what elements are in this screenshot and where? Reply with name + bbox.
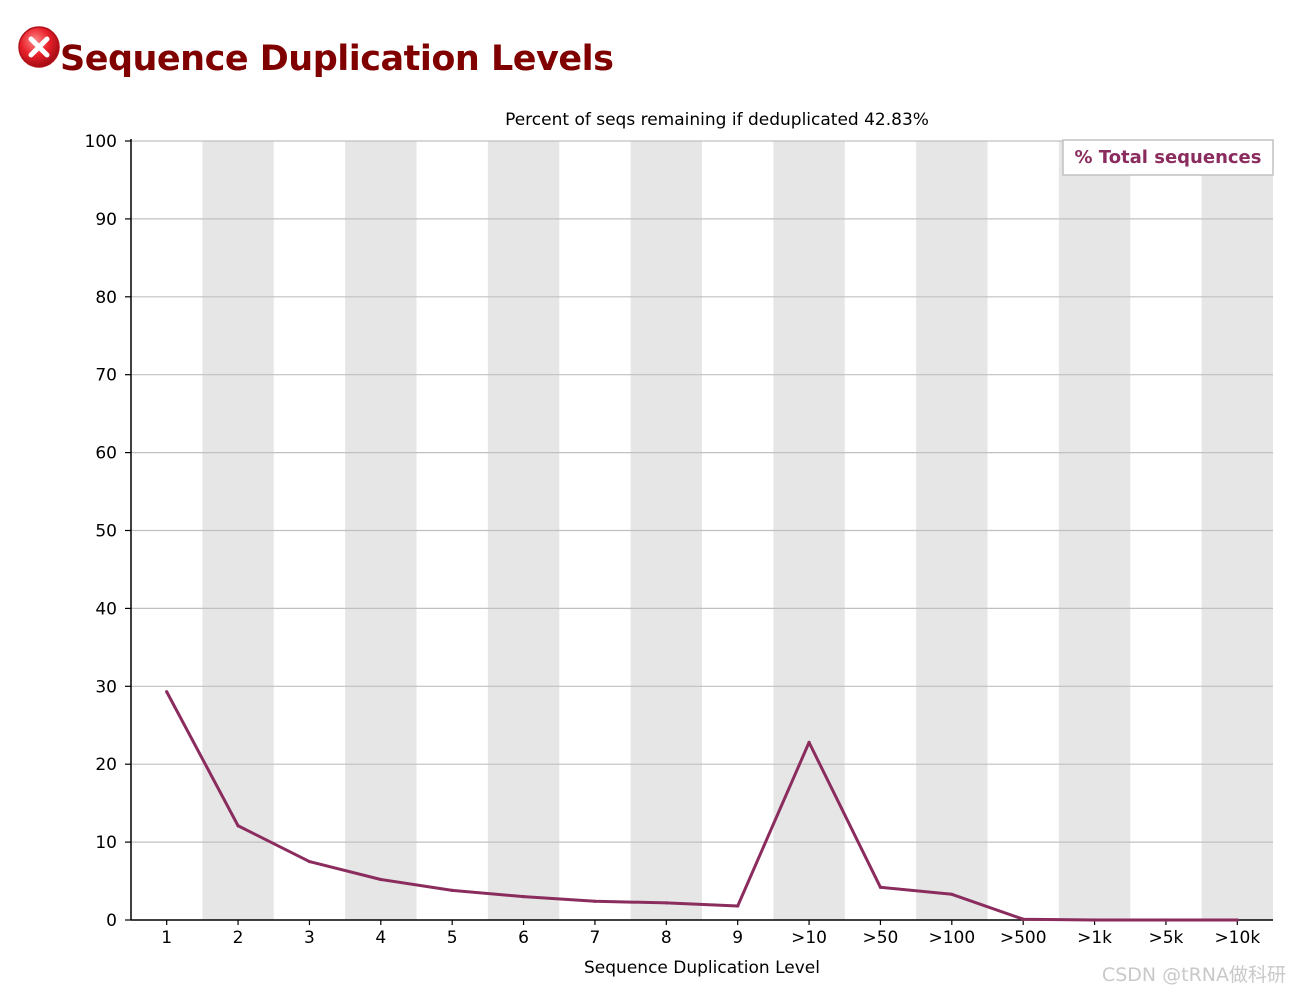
x-tick-label: 1 [161,928,172,948]
x-tick-label: 9 [732,928,743,948]
x-tick-label: 6 [518,928,529,948]
x-tick-label: 3 [304,928,315,948]
data-point [1235,918,1239,922]
data-point [307,859,312,864]
y-tick-label: 10 [95,833,117,853]
data-point [165,690,169,694]
x-tick-label: 8 [661,928,672,948]
watermark: CSDN @tRNA做科研 [1101,964,1286,986]
x-tick-label: 4 [375,928,386,948]
data-point [521,895,526,899]
legend-entry: % Total sequences [1075,147,1262,168]
y-tick-label: 0 [106,911,117,931]
x-tick-label: 7 [590,928,601,948]
y-tick-label: 30 [95,677,117,697]
data-point [379,877,383,882]
data-point [450,888,454,893]
y-tick-label: 90 [95,210,117,230]
page-title: Sequence Duplication Levels [60,39,614,79]
data-point [236,824,240,828]
data-point [736,904,740,908]
data-point [593,899,597,903]
data-point [1092,918,1097,922]
data-point [1021,917,1025,921]
report-header: Sequence Duplication Levels [16,26,614,86]
y-tick-label: 50 [95,522,117,542]
y-tick-label: 100 [85,132,117,152]
data-point [878,885,883,889]
data-point [807,740,811,744]
x-tick-label: >10 [791,928,827,948]
data-point [664,901,668,905]
y-tick-label: 70 [95,366,117,386]
data-point [1164,918,1168,922]
x-tick-label: >5k [1148,928,1183,948]
y-tick-label: 40 [95,599,117,619]
error-icon [18,26,60,68]
x-tick-label: >10k [1214,928,1260,948]
y-tick-label: 80 [95,288,117,308]
x-tick-label: >100 [928,928,975,948]
legend-box [1062,139,1274,176]
y-tick-label: 60 [95,444,117,464]
x-tick-label: 5 [447,928,458,948]
x-tick-label: >500 [1000,928,1047,948]
x-tick-label: >50 [862,928,898,948]
series-line [165,691,1238,922]
x-tick-label: 2 [233,928,244,948]
x-axis-label: Sequence Duplication Level [584,958,820,978]
x-tick-label: >1k [1077,928,1112,948]
data-point [950,892,954,896]
chart-title: Percent of seqs remaining if deduplicate… [505,110,929,130]
y-tick-label: 20 [95,755,117,775]
